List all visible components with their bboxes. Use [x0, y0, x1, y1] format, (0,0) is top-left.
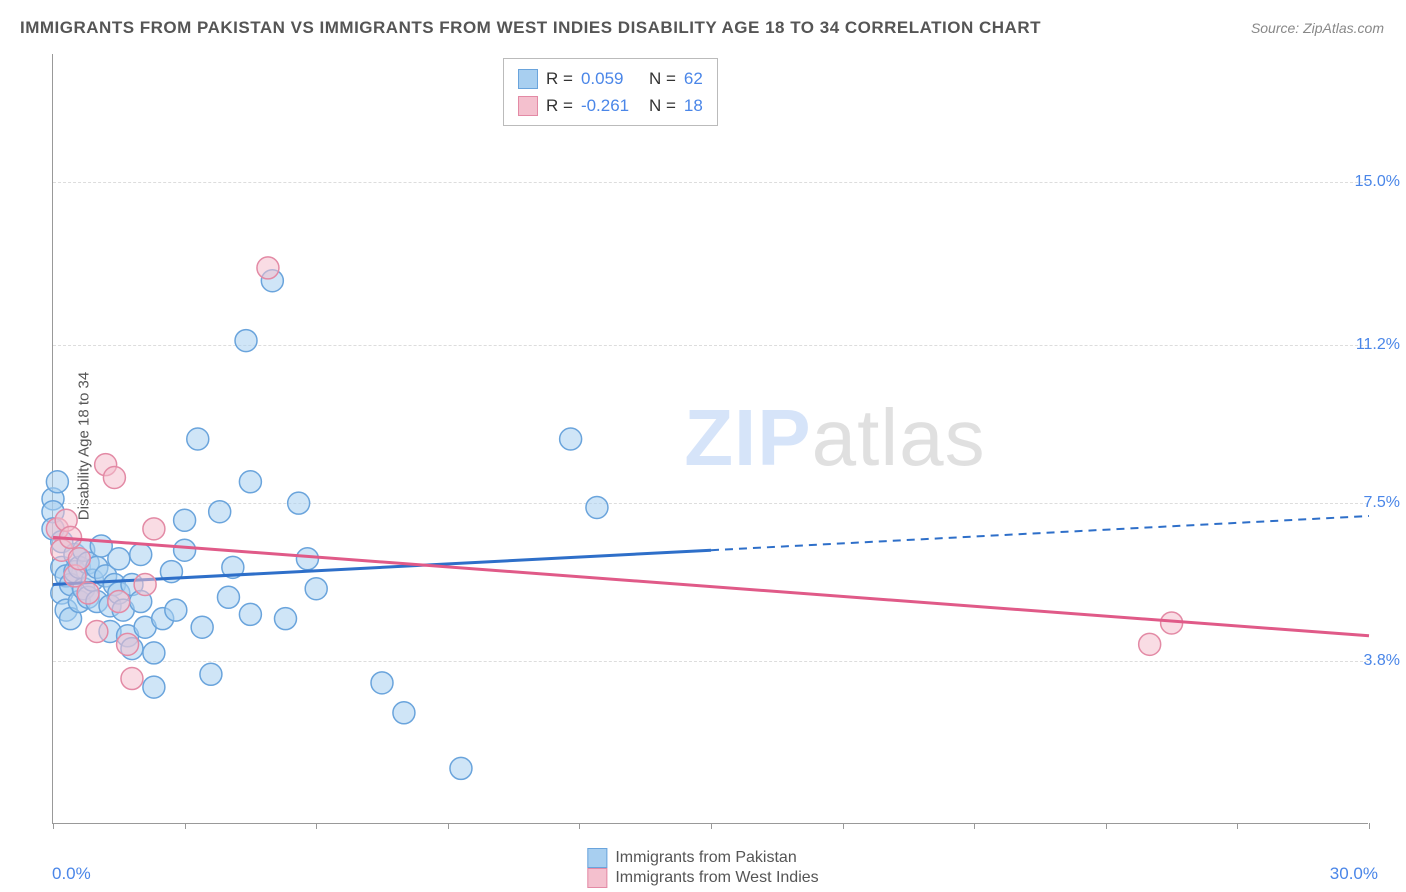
chart-title: IMMIGRANTS FROM PAKISTAN VS IMMIGRANTS F…	[20, 18, 1041, 38]
y-tick-label: 3.8%	[1364, 652, 1400, 670]
point-pakistan	[450, 757, 472, 779]
x-tick	[579, 823, 580, 829]
plot-area: ZIPatlas R = 0.059N = 62R = -0.261N = 18	[52, 54, 1368, 824]
bottom-legend-item-pakistan: Immigrants from Pakistan	[587, 848, 818, 868]
point-pakistan	[274, 608, 296, 630]
x-tick	[1237, 823, 1238, 829]
y-tick-label: 7.5%	[1364, 494, 1400, 512]
point-pakistan	[143, 642, 165, 664]
x-axis-min-label: 0.0%	[52, 864, 91, 884]
source-attribution: Source: ZipAtlas.com	[1251, 20, 1384, 36]
y-tick-label: 15.0%	[1355, 173, 1400, 191]
point-pakistan	[296, 548, 318, 570]
point-pakistan	[143, 676, 165, 698]
point-pakistan	[239, 603, 261, 625]
n-value: 18	[684, 92, 703, 119]
point-pakistan	[130, 544, 152, 566]
swatch-icon	[518, 69, 538, 89]
point-pakistan	[393, 702, 415, 724]
point-pakistan	[165, 599, 187, 621]
point-pakistan	[200, 663, 222, 685]
point-pakistan	[108, 548, 130, 570]
r-label: R =	[546, 92, 573, 119]
point-west-indies	[1139, 633, 1161, 655]
point-pakistan	[187, 428, 209, 450]
point-pakistan	[46, 471, 68, 493]
point-west-indies	[103, 467, 125, 489]
point-pakistan	[235, 330, 257, 352]
point-pakistan	[191, 616, 213, 638]
point-pakistan	[239, 471, 261, 493]
trend-line-dashed-pakistan	[711, 516, 1369, 550]
point-west-indies	[108, 591, 130, 613]
n-value: 62	[684, 65, 703, 92]
swatch-icon	[587, 848, 607, 868]
point-pakistan	[174, 509, 196, 531]
y-tick-label: 11.2%	[1356, 336, 1400, 354]
x-tick	[974, 823, 975, 829]
x-tick	[711, 823, 712, 829]
point-pakistan	[288, 492, 310, 514]
correlation-legend: R = 0.059 N = 62 R = -0.261 N = 18	[503, 58, 718, 126]
point-west-indies	[134, 573, 156, 595]
point-west-indies	[86, 621, 108, 643]
x-tick	[448, 823, 449, 829]
x-tick	[316, 823, 317, 829]
point-west-indies	[121, 668, 143, 690]
legend-label: Immigrants from Pakistan	[615, 849, 796, 867]
point-pakistan	[217, 586, 239, 608]
point-pakistan	[174, 539, 196, 561]
point-west-indies	[143, 518, 165, 540]
legend-row-pakistan: R = 0.059 N = 62	[518, 65, 703, 92]
point-pakistan	[371, 672, 393, 694]
n-label: N =	[649, 65, 676, 92]
bottom-legend-item-west-indies: Immigrants from West Indies	[587, 868, 818, 888]
point-west-indies	[117, 633, 139, 655]
x-axis-max-label: 30.0%	[1330, 864, 1378, 884]
point-west-indies	[68, 548, 90, 570]
point-pakistan	[305, 578, 327, 600]
chart-svg	[53, 54, 1368, 823]
point-pakistan	[209, 501, 231, 523]
legend-label: Immigrants from West Indies	[615, 869, 818, 887]
r-label: R =	[546, 65, 573, 92]
swatch-icon	[587, 868, 607, 888]
swatch-icon	[518, 96, 538, 116]
point-pakistan	[586, 496, 608, 518]
x-tick	[1369, 823, 1370, 829]
r-value: 0.059	[581, 65, 641, 92]
point-west-indies	[77, 582, 99, 604]
n-label: N =	[649, 92, 676, 119]
x-tick	[843, 823, 844, 829]
bottom-legend: Immigrants from Pakistan Immigrants from …	[587, 848, 818, 888]
x-tick	[53, 823, 54, 829]
x-tick	[185, 823, 186, 829]
r-value: -0.261	[581, 92, 641, 119]
point-pakistan	[560, 428, 582, 450]
x-tick	[1106, 823, 1107, 829]
legend-row-west-indies: R = -0.261 N = 18	[518, 92, 703, 119]
point-west-indies	[257, 257, 279, 279]
